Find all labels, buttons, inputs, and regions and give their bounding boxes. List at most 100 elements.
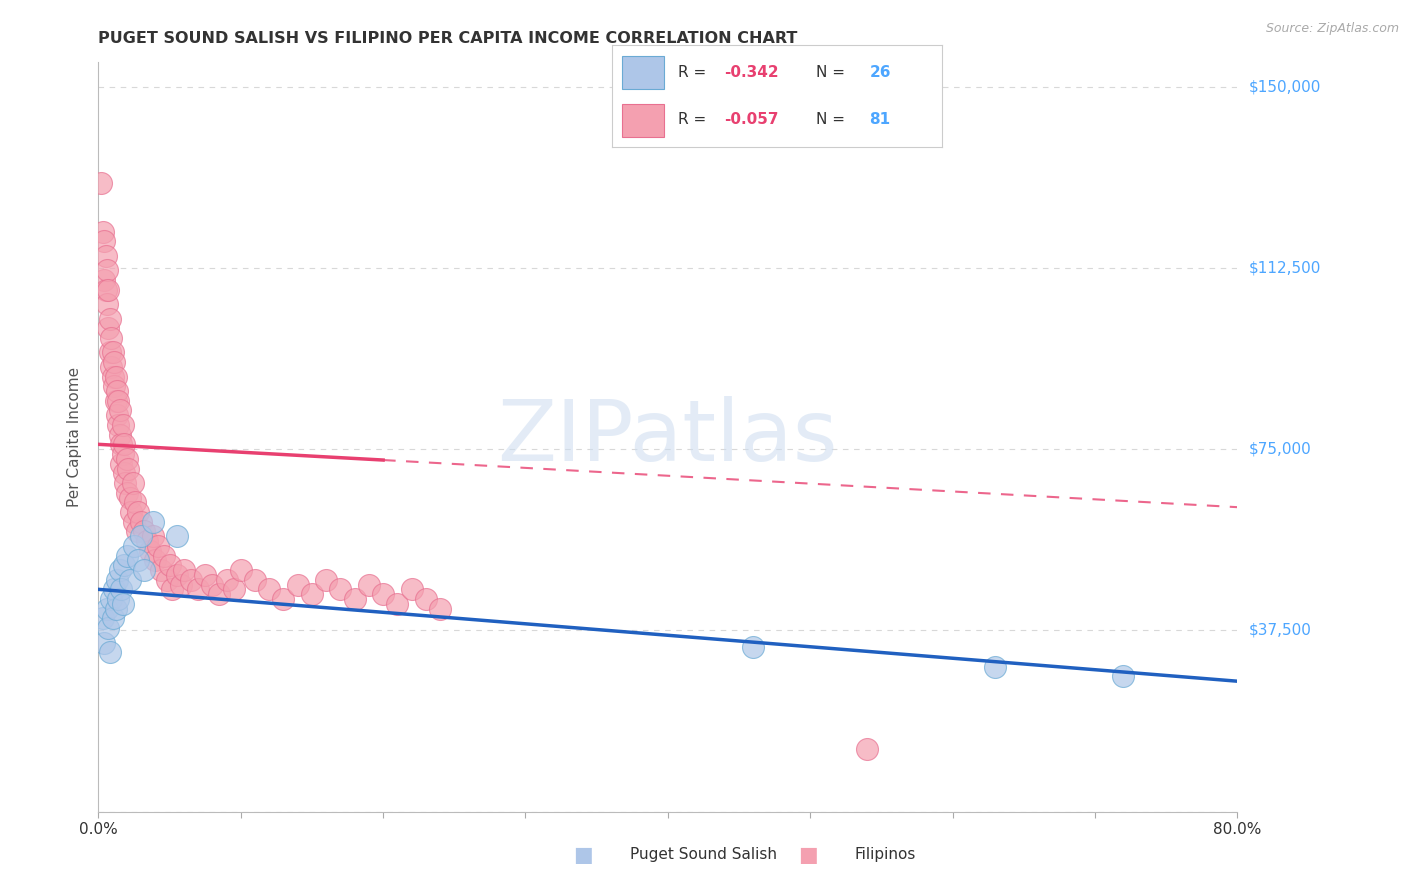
Point: [138, 543, 160, 558]
Point: [343, 592, 366, 607]
Point: [132, 524, 155, 539]
Point: [156, 573, 179, 587]
Point: [93, 635, 115, 649]
Point: [122, 539, 145, 553]
Point: [108, 403, 131, 417]
Point: [201, 577, 224, 591]
Text: $37,500: $37,500: [1249, 623, 1312, 638]
Point: [145, 553, 167, 567]
Point: [287, 577, 309, 591]
Point: [103, 379, 125, 393]
Point: [104, 369, 127, 384]
Point: [112, 467, 135, 481]
Point: [112, 437, 135, 451]
Point: [127, 505, 149, 519]
Point: [115, 485, 138, 500]
Point: [222, 582, 245, 597]
Point: [100, 359, 122, 374]
Point: [329, 582, 352, 597]
Point: [373, 587, 395, 601]
Point: [243, 573, 266, 587]
Point: [401, 582, 423, 597]
Point: [122, 515, 145, 529]
Text: Source: ZipAtlas.com: Source: ZipAtlas.com: [1265, 22, 1399, 36]
Point: [97, 621, 120, 635]
Point: [387, 597, 409, 611]
Point: [984, 659, 1007, 673]
Point: [96, 601, 118, 615]
Point: [166, 529, 188, 543]
Bar: [621, 56, 665, 88]
Point: [150, 563, 173, 577]
Point: [129, 529, 152, 543]
Text: $75,000: $75,000: [1249, 442, 1312, 457]
Point: [120, 505, 142, 519]
Point: [107, 393, 129, 408]
Text: -0.057: -0.057: [724, 112, 779, 127]
Point: [103, 355, 125, 369]
Bar: [621, 104, 665, 137]
Point: [93, 273, 115, 287]
Text: Puget Sound Salish: Puget Sound Salish: [630, 847, 778, 862]
Point: [91, 611, 114, 625]
Point: [100, 331, 122, 345]
Point: [180, 573, 202, 587]
Point: [135, 534, 157, 549]
Point: [94, 249, 117, 263]
Point: [159, 558, 181, 573]
Point: [97, 283, 120, 297]
Point: [107, 417, 129, 432]
Point: [97, 321, 120, 335]
Text: ZIPatlas: ZIPatlas: [498, 395, 838, 479]
Text: $150,000: $150,000: [1249, 79, 1320, 95]
Point: [108, 563, 131, 577]
Y-axis label: Per Capita Income: Per Capita Income: [67, 367, 83, 508]
Point: [127, 553, 149, 567]
Point: [91, 225, 114, 239]
Point: [194, 567, 217, 582]
Point: [103, 582, 125, 597]
Point: [108, 427, 131, 442]
Point: [90, 176, 112, 190]
Point: [101, 345, 124, 359]
Point: [111, 417, 134, 432]
Point: [96, 297, 118, 311]
Point: [96, 263, 118, 277]
Point: [114, 475, 136, 490]
Point: [118, 491, 141, 505]
Point: [94, 283, 117, 297]
Point: [141, 529, 163, 543]
Point: [125, 524, 148, 539]
Point: [273, 592, 295, 607]
Point: [111, 447, 134, 461]
Point: [129, 515, 152, 529]
Point: [132, 563, 155, 577]
Point: [110, 582, 132, 597]
Point: [229, 563, 252, 577]
Text: PUGET SOUND SALISH VS FILIPINO PER CAPITA INCOME CORRELATION CHART: PUGET SOUND SALISH VS FILIPINO PER CAPIT…: [98, 31, 797, 46]
Text: -0.342: -0.342: [724, 65, 779, 79]
Point: [101, 611, 124, 625]
Point: [357, 577, 380, 591]
Point: [415, 592, 437, 607]
Text: Filipinos: Filipinos: [855, 847, 917, 862]
Point: [315, 573, 337, 587]
Text: 26: 26: [869, 65, 891, 79]
Point: [208, 587, 231, 601]
Point: [173, 563, 195, 577]
Point: [105, 409, 128, 423]
Point: [112, 558, 135, 573]
Point: [111, 597, 134, 611]
Point: [259, 582, 281, 597]
Text: N =: N =: [817, 112, 851, 127]
Text: ■: ■: [799, 845, 818, 864]
Point: [98, 645, 121, 659]
Point: [110, 437, 132, 451]
Point: [153, 549, 176, 563]
Point: [110, 457, 132, 471]
Text: R =: R =: [678, 65, 711, 79]
Point: [187, 582, 209, 597]
Point: [115, 451, 138, 466]
Point: [301, 587, 323, 601]
Point: [162, 582, 184, 597]
